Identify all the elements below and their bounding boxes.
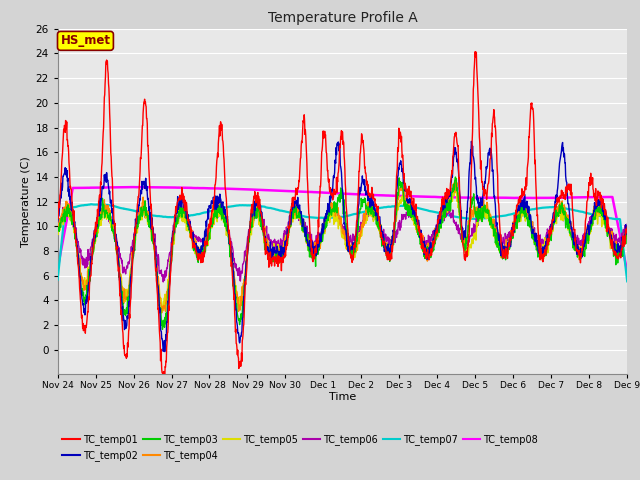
Text: HS_met: HS_met xyxy=(60,35,111,48)
Y-axis label: Temperature (C): Temperature (C) xyxy=(21,156,31,247)
Legend: TC_temp01, TC_temp02, TC_temp03, TC_temp04, TC_temp05, TC_temp06, TC_temp07, TC_: TC_temp01, TC_temp02, TC_temp03, TC_temp… xyxy=(63,434,538,461)
Title: Temperature Profile A: Temperature Profile A xyxy=(268,11,417,25)
X-axis label: Time: Time xyxy=(329,392,356,402)
